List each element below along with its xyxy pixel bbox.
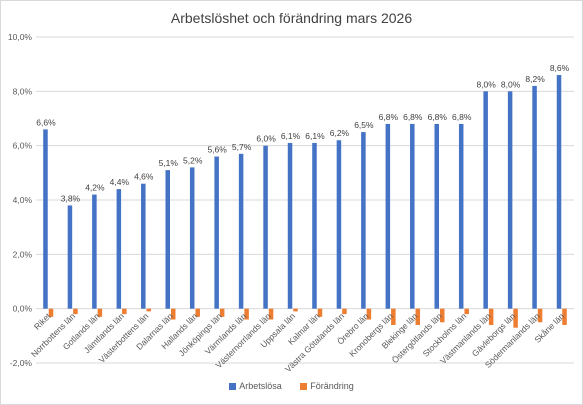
data-label: 6,8% bbox=[379, 112, 399, 122]
bar-arbetslosa bbox=[287, 142, 293, 309]
y-tick-label: 6,0% bbox=[13, 141, 33, 151]
data-label: 4,6% bbox=[134, 172, 154, 182]
bar-arbetslosa bbox=[507, 91, 513, 309]
bar-forandring bbox=[73, 308, 78, 315]
y-tick-label: 2,0% bbox=[13, 249, 33, 259]
data-label: 3,8% bbox=[61, 193, 81, 203]
y-tick-label: 0,0% bbox=[13, 304, 33, 314]
chart-title: Arbetslöshet och förändring mars 2026 bbox=[170, 10, 413, 26]
bar-forandring bbox=[342, 308, 347, 315]
bar-arbetslosa bbox=[67, 205, 73, 309]
bar-forandring bbox=[537, 308, 543, 323]
bar-forandring bbox=[122, 308, 127, 315]
bar-arbetslosa bbox=[336, 140, 342, 309]
bar-forandring bbox=[513, 308, 518, 328]
bar-forandring bbox=[244, 308, 249, 320]
bar-forandring bbox=[146, 308, 152, 312]
bar-arbetslosa bbox=[361, 132, 366, 309]
data-label: 6,8% bbox=[428, 112, 448, 122]
bar-forandring bbox=[366, 308, 372, 320]
data-label: 6,5% bbox=[354, 120, 374, 130]
bar-forandring bbox=[171, 308, 176, 320]
bar-arbetslosa bbox=[312, 142, 317, 309]
legend: Arbetslösa Förändring bbox=[0, 381, 583, 391]
data-label: 8,2% bbox=[525, 74, 545, 84]
bar-arbetslosa bbox=[214, 156, 219, 309]
data-label: 5,2% bbox=[183, 155, 203, 165]
bar-arbetslosa bbox=[92, 194, 97, 309]
bar-forandring bbox=[97, 308, 103, 317]
data-label: 4,4% bbox=[110, 177, 130, 187]
bar-arbetslosa bbox=[434, 123, 439, 309]
legend-label-forandring: Förändring bbox=[310, 381, 354, 391]
bar-forandring bbox=[268, 308, 274, 320]
y-tick-label: -2,0% bbox=[10, 358, 33, 368]
data-label: 8,0% bbox=[476, 79, 496, 89]
y-tick-label: 10,0% bbox=[8, 32, 33, 42]
data-label: 6,1% bbox=[281, 131, 301, 141]
bars bbox=[43, 75, 567, 328]
bar-forandring bbox=[293, 308, 298, 312]
data-label: 6,6% bbox=[36, 117, 56, 127]
bar-arbetslosa bbox=[238, 153, 244, 309]
bar-forandring bbox=[48, 308, 54, 317]
bar-arbetslosa bbox=[410, 123, 415, 309]
bar-forandring bbox=[219, 308, 225, 317]
legend-swatch-forandring bbox=[300, 383, 308, 391]
data-label: 4,2% bbox=[85, 183, 105, 193]
data-labels: 6,6% 3,8% 4,2% 4,4% 4,6% 5,1% 5,2% 5,6% 5,7% 6,0%… bbox=[36, 63, 569, 203]
bar-forandring bbox=[195, 308, 200, 317]
bar-arbetslosa bbox=[165, 170, 170, 309]
bar-arbetslosa bbox=[458, 123, 464, 309]
legend-swatch-arbetslosa bbox=[229, 383, 237, 391]
data-label: 6,2% bbox=[330, 128, 350, 138]
bar-forandring bbox=[464, 308, 469, 315]
data-label: 8,6% bbox=[550, 63, 570, 73]
data-label: 5,7% bbox=[232, 142, 252, 152]
legend-label-arbetslosa: Arbetslösa bbox=[239, 381, 282, 391]
bar-arbetslosa bbox=[141, 183, 146, 309]
data-label: 8,0% bbox=[501, 79, 521, 89]
y-tick-label: 4,0% bbox=[13, 195, 33, 205]
data-label: 5,6% bbox=[207, 145, 227, 155]
bar-forandring bbox=[415, 308, 421, 325]
y-tick-label: 8,0% bbox=[13, 86, 33, 96]
bar-forandring bbox=[317, 308, 323, 317]
data-label: 6,8% bbox=[403, 112, 423, 122]
bar-arbetslosa bbox=[385, 123, 391, 309]
bar-arbetslosa bbox=[532, 85, 537, 309]
bar-arbetslosa bbox=[116, 189, 122, 309]
data-label: 5,1% bbox=[159, 158, 179, 168]
bar-arbetslosa bbox=[43, 129, 48, 309]
data-label: 6,1% bbox=[305, 131, 325, 141]
bar-forandring bbox=[440, 308, 445, 323]
bar-arbetslosa bbox=[263, 145, 268, 309]
legend-item-forandring: Förändring bbox=[300, 381, 354, 391]
y-axis: -2,0% 0,0% 2,0% 4,0% 6,0% 8,0% 10,0% bbox=[8, 32, 33, 368]
bar-forandring bbox=[391, 308, 396, 325]
bar-arbetslosa bbox=[556, 75, 562, 309]
legend-item-arbetslosa: Arbetslösa bbox=[229, 381, 282, 391]
bar-forandring bbox=[488, 308, 494, 325]
data-label: 6,8% bbox=[452, 112, 472, 122]
bar-arbetslosa bbox=[483, 91, 488, 309]
bar-arbetslosa bbox=[189, 167, 195, 309]
bar-forandring bbox=[562, 308, 567, 325]
data-label: 6,0% bbox=[256, 134, 276, 144]
